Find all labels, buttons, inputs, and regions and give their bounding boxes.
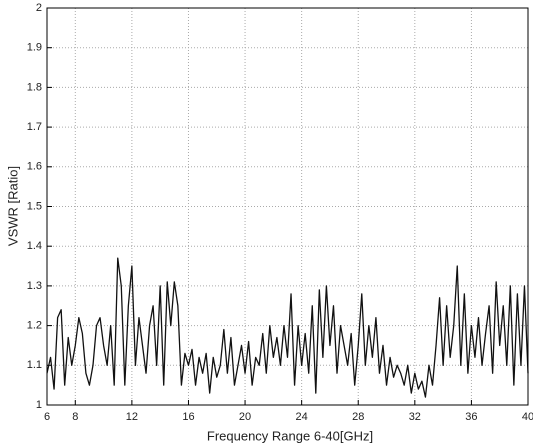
x-tick-label: 36 (465, 411, 477, 423)
data-line (46, 257, 529, 398)
x-tick-label: 20 (239, 411, 251, 423)
x-tick-label: 6 (44, 411, 50, 423)
y-tick-label: 1.7 (27, 121, 42, 133)
x-tick-label: 24 (296, 411, 308, 423)
y-tick-label: 1.8 (27, 81, 42, 93)
y-tick-label: 1.5 (27, 200, 42, 212)
y-tick-label: 1.4 (27, 240, 42, 252)
x-tick-label: 16 (182, 411, 194, 423)
y-tick-label: 2 (36, 2, 42, 14)
x-tick-label: 40 (522, 411, 533, 423)
x-tick-label: 12 (126, 411, 138, 423)
y-axis-title: VSWR [Ratio] (5, 166, 20, 246)
plot-frame (46, 7, 529, 406)
y-tick-label: 1 (36, 399, 42, 411)
x-tick-label: 8 (72, 411, 78, 423)
y-tick-label: 1.3 (27, 280, 42, 292)
y-tick-label: 1.6 (27, 161, 42, 173)
x-tick-label: 32 (409, 411, 421, 423)
y-tick-label: 1.2 (27, 320, 42, 332)
x-tick-label: 28 (352, 411, 364, 423)
y-tick-label: 1.1 (27, 359, 42, 371)
y-tick-label: 1.9 (27, 42, 42, 54)
x-axis-title: Frequency Range 6-40[GHz] (207, 428, 373, 443)
